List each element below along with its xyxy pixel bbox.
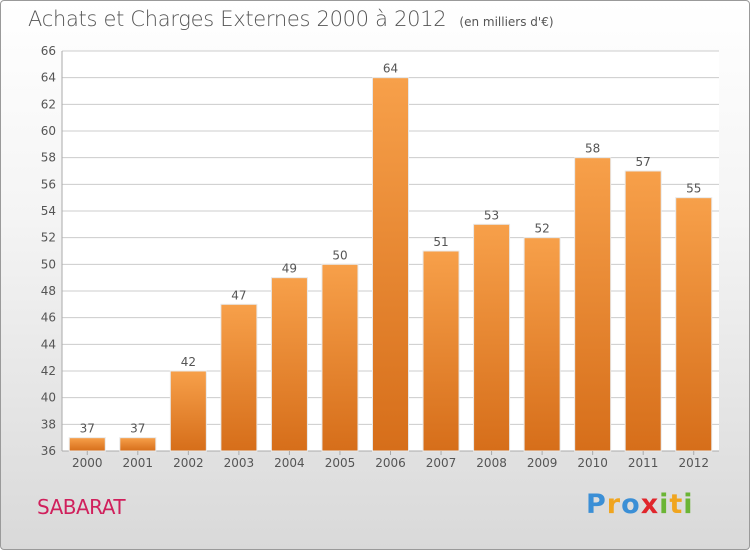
bar	[624, 170, 662, 452]
y-tick-label: 40	[41, 391, 56, 405]
unit-note: (en milliers d'€)	[459, 15, 554, 29]
logo-letter: i	[683, 489, 694, 520]
x-tick-label: 2001	[123, 456, 154, 470]
x-tick-label: 2002	[173, 456, 204, 470]
y-tick-label: 42	[41, 364, 56, 378]
data-label: 47	[231, 288, 246, 302]
data-label: 37	[80, 422, 95, 436]
y-tick-label: 62	[41, 97, 56, 111]
bar	[270, 277, 308, 452]
data-label: 37	[130, 422, 145, 436]
y-tick-label: 66	[41, 44, 56, 58]
x-tick-label: 2005	[325, 456, 356, 470]
data-label: 57	[636, 155, 651, 169]
data-label: 58	[585, 142, 600, 156]
bar	[119, 437, 157, 452]
data-label: 49	[282, 262, 297, 276]
commune-name: SABARAT	[37, 495, 126, 519]
x-tick-label: 2003	[224, 456, 255, 470]
bar	[68, 437, 106, 452]
y-tick-label: 36	[41, 444, 56, 458]
bar	[169, 370, 207, 452]
proxiti-logo: Proxiti	[586, 489, 694, 520]
x-tick-label: 2011	[628, 456, 659, 470]
chart-title-text: Achats et Charges Externes 2000 à 2012	[28, 7, 447, 31]
bar	[422, 250, 460, 452]
logo-letter: o	[621, 489, 641, 520]
x-tick-label: 2010	[577, 456, 608, 470]
x-tick-label: 2007	[426, 456, 457, 470]
x-tick-label: 2012	[678, 456, 709, 470]
y-tick-label: 44	[41, 337, 56, 351]
x-tick-label: 2000	[72, 456, 103, 470]
bar	[675, 197, 713, 452]
data-label: 64	[383, 62, 398, 76]
y-tick-label: 54	[41, 204, 56, 218]
x-tick-label: 2009	[527, 456, 558, 470]
data-label: 50	[332, 248, 347, 262]
x-tick-label: 2006	[375, 456, 406, 470]
bar	[372, 77, 409, 452]
data-label: 52	[534, 222, 549, 236]
x-tick-label: 2004	[274, 456, 305, 470]
logo-letter: i	[659, 489, 670, 520]
y-tick-label: 48	[41, 284, 56, 298]
data-label: 42	[181, 355, 196, 369]
y-tick-label: 46	[41, 311, 56, 325]
y-tick-label: 38	[41, 417, 56, 431]
data-label: 55	[686, 182, 701, 196]
y-tick-label: 50	[41, 257, 56, 271]
chart-title: Achats et Charges Externes 2000 à 2012 (…	[28, 7, 554, 31]
x-tick-label: 2008	[476, 456, 507, 470]
y-tick-label: 58	[41, 151, 56, 165]
data-label: 51	[433, 235, 448, 249]
y-tick-label: 56	[41, 177, 56, 191]
logo-letter: P	[586, 489, 607, 520]
data-label: 53	[484, 208, 499, 222]
bar	[473, 223, 511, 452]
logo-letter: t	[669, 489, 684, 520]
bar	[220, 303, 258, 452]
y-tick-label: 64	[41, 71, 56, 85]
logo-letter: x	[640, 489, 660, 520]
bar	[321, 263, 359, 452]
bar	[523, 237, 561, 452]
y-tick-label: 60	[41, 124, 56, 138]
bar	[574, 157, 612, 452]
y-tick-label: 52	[41, 231, 56, 245]
logo-letter: r	[606, 489, 622, 520]
